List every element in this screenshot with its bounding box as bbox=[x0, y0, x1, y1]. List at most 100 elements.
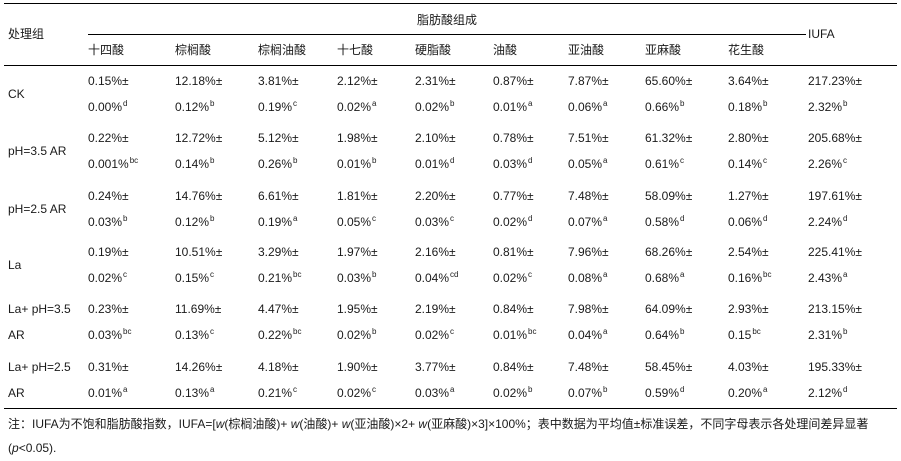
significance-letter: b bbox=[680, 99, 685, 108]
row-label: AR bbox=[8, 386, 25, 400]
se-value: 0.68% bbox=[645, 271, 680, 285]
cell-standard-error: 0.64%b bbox=[645, 327, 684, 342]
cell-mean: 3.77%± bbox=[415, 360, 456, 374]
table-bottom-rule bbox=[4, 408, 897, 409]
significance-letter: c bbox=[210, 270, 215, 279]
significance-letter: a bbox=[603, 270, 608, 279]
cell-mean: 1.27%± bbox=[728, 189, 769, 203]
significance-letter: b bbox=[450, 99, 455, 108]
cell-standard-error: 2.31%b bbox=[808, 327, 848, 342]
significance-letter: c bbox=[210, 327, 215, 336]
cell-mean: 0.78%± bbox=[493, 131, 534, 145]
significance-letter: a bbox=[680, 270, 685, 279]
se-value: 0.61% bbox=[645, 157, 680, 171]
header-group-label: 处理组 bbox=[8, 27, 45, 41]
cell-mean: 7.87%± bbox=[568, 74, 609, 88]
cell-standard-error: 0.26%b bbox=[258, 156, 298, 171]
cell-mean: 58.45%± bbox=[645, 360, 693, 374]
row-label: La+ pH=2.5 bbox=[8, 360, 71, 374]
cell-mean: 0.81%± bbox=[493, 245, 534, 259]
cell-mean: 0.23%± bbox=[88, 302, 129, 316]
cell-standard-error: 0.19%a bbox=[258, 214, 297, 229]
cell-standard-error: 0.01%d bbox=[415, 156, 454, 171]
cell-standard-error: 0.15%c bbox=[175, 270, 215, 285]
cell-standard-error: 0.04%a bbox=[568, 327, 607, 342]
cell-mean: 195.33%± bbox=[808, 360, 862, 374]
significance-letter: a bbox=[843, 270, 848, 279]
cell-standard-error: 0.59%d bbox=[645, 385, 684, 400]
cell-mean: 1.81%± bbox=[337, 189, 378, 203]
significance-letter: c bbox=[450, 214, 455, 223]
se-value: 0.05% bbox=[337, 215, 372, 229]
se-value: 0.06% bbox=[568, 100, 603, 114]
cell-mean: 12.72%± bbox=[175, 131, 223, 145]
cell-standard-error: 0.15bc bbox=[728, 327, 761, 342]
row-label: AR bbox=[8, 328, 25, 342]
se-value: 0.01% bbox=[337, 157, 372, 171]
cell-mean: 0.84%± bbox=[493, 360, 534, 374]
cell-mean: 4.18%± bbox=[258, 360, 299, 374]
cell-standard-error: 2.32%b bbox=[808, 99, 847, 114]
cell-standard-error: 0.14%c bbox=[728, 156, 768, 171]
row-label: CK bbox=[8, 87, 25, 101]
se-value: 0.01% bbox=[415, 157, 450, 171]
cell-mean: 2.93%± bbox=[728, 302, 769, 316]
cell-mean: 0.87%± bbox=[493, 74, 534, 88]
cell-mean: 0.24%± bbox=[88, 189, 129, 203]
se-value: 0.03% bbox=[493, 157, 528, 171]
row-label: La bbox=[8, 258, 22, 272]
column-header: 十四酸 bbox=[88, 43, 125, 57]
cell-mean: 12.18%± bbox=[175, 74, 223, 88]
cell-standard-error: 0.12%b bbox=[175, 214, 214, 229]
header-sub-rule bbox=[88, 34, 806, 35]
cell-mean: 2.12%± bbox=[337, 74, 378, 88]
se-value: 2.43% bbox=[808, 271, 843, 285]
cell-standard-error: 0.19%c bbox=[258, 99, 297, 114]
cell-mean: 7.98%± bbox=[568, 302, 609, 316]
significance-letter: cd bbox=[450, 270, 459, 279]
cell-mean: 65.60%± bbox=[645, 74, 693, 88]
se-value: 0.21% bbox=[258, 271, 293, 285]
cell-mean: 2.20%± bbox=[415, 189, 456, 203]
cell-standard-error: 0.05%c bbox=[337, 214, 376, 229]
cell-standard-error: 0.01%bc bbox=[493, 327, 537, 342]
cell-mean: 1.90%± bbox=[337, 360, 378, 374]
cell-mean: 7.96%± bbox=[568, 245, 609, 259]
cell-mean: 2.54%± bbox=[728, 245, 769, 259]
se-value: 0.58% bbox=[645, 215, 680, 229]
cell-standard-error: 0.04%cd bbox=[415, 270, 459, 285]
significance-letter: bc bbox=[528, 327, 537, 336]
cell-standard-error: 0.21%bc bbox=[258, 270, 301, 285]
header-fatty-acid-composition: 脂肪酸组成 bbox=[417, 13, 478, 27]
se-value: 0.19% bbox=[258, 215, 293, 229]
cell-mean: 7.48%± bbox=[568, 189, 609, 203]
significance-letter: b bbox=[372, 270, 377, 279]
cell-mean: 14.26%± bbox=[175, 360, 223, 374]
significance-letter: b bbox=[293, 156, 298, 165]
significance-letter: d bbox=[528, 214, 533, 223]
column-header: 亚油酸 bbox=[568, 43, 605, 57]
se-value: 0.12% bbox=[175, 100, 210, 114]
column-header: 棕榈酸 bbox=[175, 43, 212, 57]
cell-mean: 4.47%± bbox=[258, 302, 299, 316]
se-value: 2.24% bbox=[808, 215, 843, 229]
cell-standard-error: 0.02%b bbox=[415, 99, 455, 114]
significance-letter: a bbox=[123, 385, 128, 394]
cell-mean: 225.41%± bbox=[808, 245, 862, 259]
significance-letter: d bbox=[763, 214, 768, 223]
significance-letter: b bbox=[843, 327, 848, 336]
se-value: 2.31% bbox=[808, 328, 843, 342]
cell-standard-error: 0.13%c bbox=[175, 327, 215, 342]
se-value: 0.03% bbox=[415, 386, 450, 400]
cell-standard-error: 0.02%c bbox=[337, 385, 376, 400]
cell-standard-error: 0.08%a bbox=[568, 270, 608, 285]
cell-standard-error: 0.03%bc bbox=[88, 327, 131, 342]
se-value: 0.02% bbox=[493, 215, 528, 229]
cell-standard-error: 0.02%c bbox=[88, 270, 127, 285]
significance-letter: a bbox=[372, 99, 377, 108]
se-value: 0.18% bbox=[728, 100, 763, 114]
se-value: 0.14% bbox=[175, 157, 210, 171]
significance-letter: c bbox=[763, 156, 768, 165]
cell-standard-error: 0.02%c bbox=[415, 327, 454, 342]
header-bottom-rule bbox=[4, 65, 897, 66]
